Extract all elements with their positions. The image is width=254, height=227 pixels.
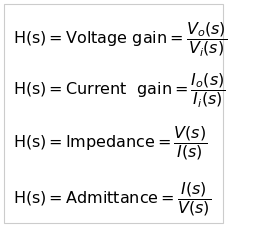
Text: $\mathrm{H(s){=}Voltage\ gain} = \dfrac{V_o(s)}{V_i(s)}$: $\mathrm{H(s){=}Voltage\ gain} = \dfrac{…: [13, 20, 227, 59]
Text: $\mathrm{H(s){=}Impedance} = \dfrac{V(s)}{I(s)}$: $\mathrm{H(s){=}Impedance} = \dfrac{V(s)…: [13, 124, 207, 162]
Text: $\mathrm{H(s){=}Admittance} = \dfrac{I(s)}{V(s)}$: $\mathrm{H(s){=}Admittance} = \dfrac{I(s…: [13, 180, 211, 218]
Text: $\mathrm{H(s){=}Current\ \ gain} = \dfrac{I_o(s)}{I_i(s)}$: $\mathrm{H(s){=}Current\ \ gain} = \dfra…: [13, 72, 225, 110]
